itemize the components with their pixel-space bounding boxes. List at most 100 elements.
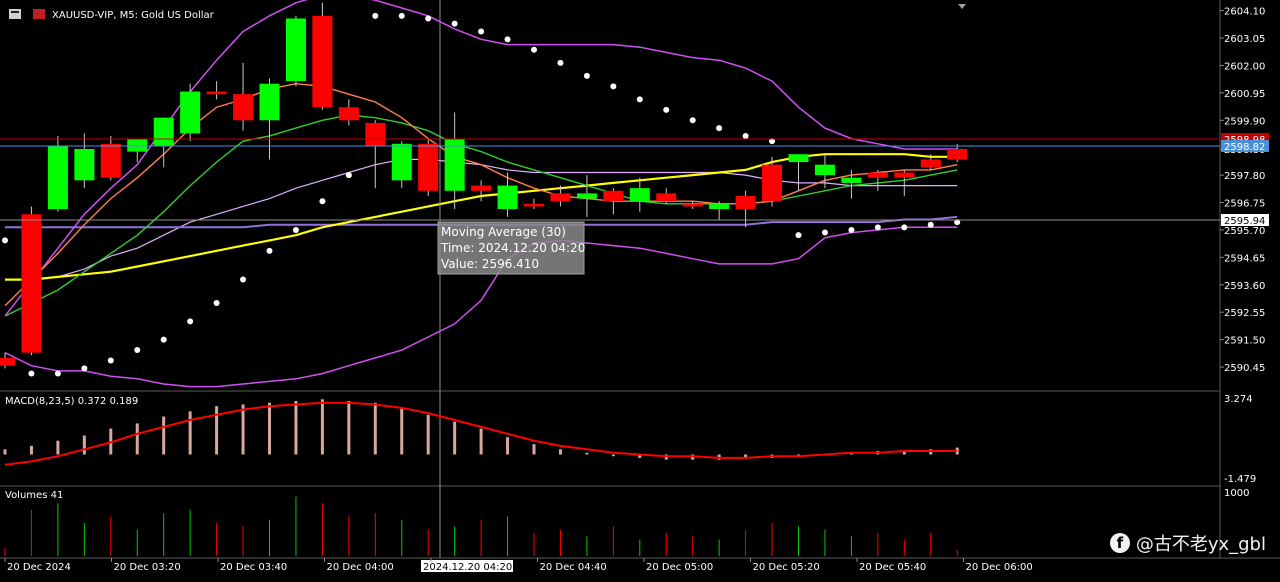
candle-body [418,143,439,191]
macd-histogram-bar [426,414,430,455]
candle-body [391,143,412,181]
sar-dot [54,370,61,377]
candle-body [709,203,730,210]
ask-price-tag: 2598.82 [1221,140,1269,153]
candle-body [338,107,359,121]
sar-dot [874,224,881,231]
candle-body [233,94,254,121]
sar-dot [478,28,485,35]
symbol-title: XAUUSD-VIP, M5: Gold US Dollar [52,10,215,21]
chart-menu-icon[interactable] [9,9,21,19]
candle-body [603,190,624,202]
macd-histogram-bar [241,404,245,455]
time-axis-label: 20 Dec 03:40 [220,562,287,573]
macd-histogram-bar [215,406,219,455]
candle-body [365,122,386,147]
crosshair-price-tag: 2595.94 [1221,214,1269,227]
sar-dot [795,232,802,239]
sar-dot [689,117,696,124]
macd-histogram-bar [373,402,377,455]
sar-dot [451,20,458,27]
macd-histogram-bar [611,454,615,457]
symbol-flag-icon [33,9,45,19]
candle-body [312,15,333,108]
sar-dot [240,276,247,283]
tooltip-line-title: Moving Average (30) [441,225,566,239]
price-axis[interactable]: 2604.10 2603.05 2602.00 2600.95 2599.90 2598.… [1220,7,1265,374]
macd-histogram-bar [400,407,404,455]
sar-dot [954,219,961,226]
crosshair-tooltip: Moving Average (30) Time: 2024.12.20 04:… [437,221,585,275]
sar-dot [663,106,670,113]
time-crosshair-tag [421,560,513,572]
candle-body [180,91,201,134]
macd-histogram-bar [479,428,483,455]
macd-axis-top: 3.274 [1224,394,1253,405]
candle-body [920,159,941,168]
candle-body [550,193,571,202]
time-axis-label: 20 Dec 06:00 [966,562,1033,573]
watermark: f @古不老yx_gbl [1109,530,1266,556]
price-axis-label: 2596.75 [1224,199,1265,210]
macd-histogram-bar [532,444,536,455]
sar-dot [345,172,352,179]
candle-body [867,172,888,178]
macd-histogram-bar [162,416,166,455]
sar-dot [531,46,537,53]
sar-dot [187,318,194,325]
price-axis-label: 2595.70 [1224,226,1265,237]
sar-dot [583,72,590,79]
facebook-icon: f [1109,533,1130,553]
macd-histogram-bar [902,451,906,455]
time-axis-label: 20 Dec 04:00 [327,562,394,573]
bollinger-lower-line [4,226,958,388]
sar-dot [636,96,643,103]
sar-dot [160,336,167,343]
sar-dot [901,224,908,231]
price-axis-label: 2593.60 [1224,281,1265,292]
sar-dot [372,12,379,19]
macd-histogram-bar [453,421,457,455]
macd-histogram-bar [294,401,298,455]
sar-dot [398,12,405,19]
candle-body [74,149,95,181]
sar-dot [28,370,35,377]
time-axis-label: 20 Dec 04:40 [540,562,607,573]
crosshair-price-label: 2595.94 [1224,216,1265,227]
ma-mid-line [4,114,958,317]
price-axis-label: 2602.00 [1224,61,1265,72]
macd-axis-bottom: -1.479 [1224,474,1256,485]
time-axis-label: 20 Dec 05:20 [753,562,820,573]
sar-dot [848,226,855,233]
macd-histogram-bar [506,437,510,455]
candle-body [0,357,15,366]
sar-dot [81,365,88,372]
macd-histogram-bar [188,411,192,455]
candle-body [524,203,544,207]
chart-menu-icon-bar [11,11,19,13]
time-axis-label: 20 Dec 05:40 [859,562,926,573]
macd-indicator [3,399,959,466]
price-axis-label: 2594.65 [1224,253,1265,264]
sar-dot [266,247,273,254]
macd-histogram-bar [347,401,351,455]
macd-label: MACD(8,23,5) 0.372 0.189 [5,396,138,407]
candle-body [947,149,968,160]
chart-shift-marker-icon[interactable] [958,4,966,9]
volume-indicator [4,496,958,556]
time-axis-label: 20 Dec 05:00 [646,562,713,573]
candle-body [788,154,809,163]
macd-histogram-bar [3,449,7,455]
time-axis[interactable]: 20 Dec 2024 20 Dec 03:20 20 Dec 03:40 20 De… [4,558,1033,573]
sar-dot [134,347,141,354]
macd-signal-line [4,401,958,466]
price-axis-label: 2603.05 [1224,34,1265,45]
macd-histogram-bar [29,445,33,455]
sar-dot [2,237,8,244]
sar-dot [425,15,432,22]
candle-body [127,138,148,152]
sar-dot [742,132,749,139]
